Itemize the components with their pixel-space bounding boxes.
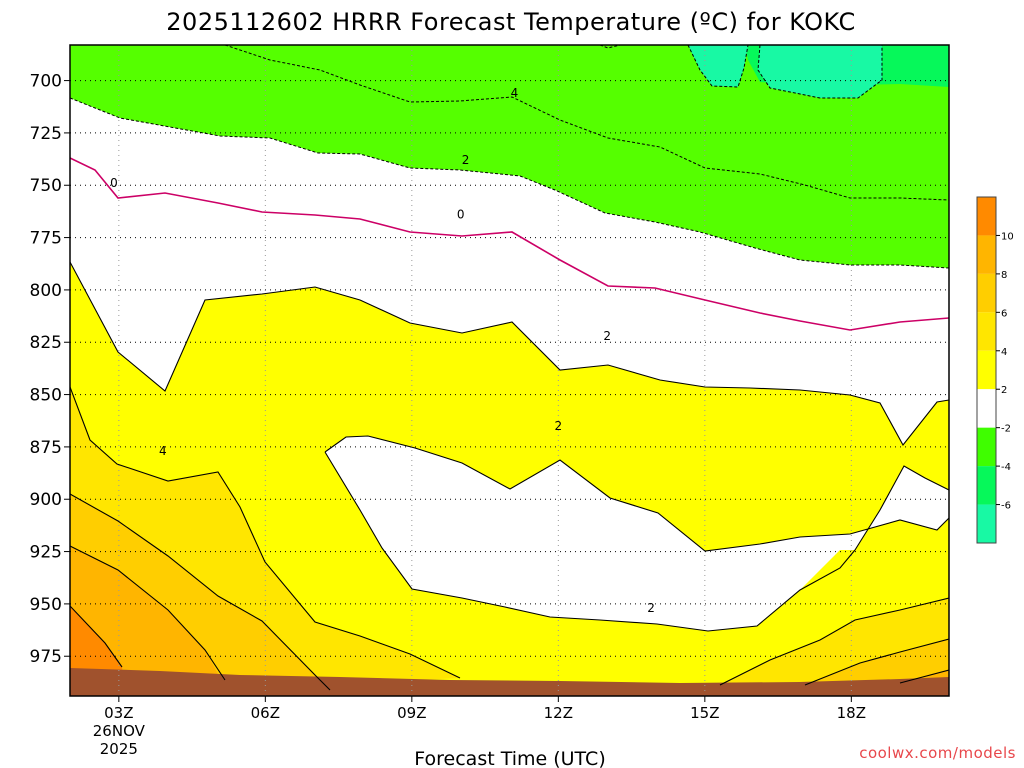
colorbar-swatch	[977, 504, 996, 543]
contour-label: 4	[159, 444, 167, 458]
colorbar-swatch	[977, 350, 996, 390]
colorbar-label: 4	[1001, 347, 1007, 358]
y-tick-label: 975	[30, 647, 62, 667]
colorbar-label: 8	[1001, 270, 1007, 281]
contour-minus8	[599, 45, 621, 49]
colorbar-swatch	[977, 427, 996, 467]
colorbar-label: -2	[1001, 424, 1011, 435]
contour-label: 2	[555, 419, 563, 433]
contour-2-upper	[70, 261, 949, 446]
contour-4	[70, 386, 949, 686]
contour-minus4	[70, 97, 949, 269]
band-cold-pocket-0-2	[325, 436, 949, 631]
colorbar-frame	[976, 196, 997, 544]
colorbar: 10 8 6 4 2 -2 -4 -6	[976, 196, 1014, 544]
contour-label: 2	[462, 153, 470, 167]
x-date-label: 26NOV	[93, 722, 146, 740]
colorbar-label: 2	[1001, 385, 1007, 396]
contour-10	[70, 605, 123, 668]
plot-frame	[69, 44, 950, 697]
contour-minus6	[687, 45, 883, 99]
x-tick-label: 12Z	[544, 704, 573, 722]
contour-label: 2	[647, 601, 655, 615]
colorbar-label: 10	[1001, 231, 1014, 242]
colorbar-swatch	[977, 466, 996, 505]
colorbar-swatch	[977, 197, 996, 236]
contour-label: 4	[511, 86, 519, 100]
y-tick-label: 725	[30, 124, 62, 144]
contour-labels: 4 2 0 0 2 2 4 2	[110, 86, 655, 615]
contour-2-pocket	[324, 435, 949, 632]
x-tick-label: 06Z	[251, 704, 280, 722]
chart-title: 2025112602 HRRR Forecast Temperature (ºC…	[166, 8, 855, 36]
colorbar-swatch	[977, 312, 996, 351]
y-tick-label: 700	[30, 72, 62, 92]
x-tick-label: 03Z	[104, 704, 133, 722]
y-tick-label: 750	[30, 176, 62, 196]
y-tick-label: 925	[30, 543, 62, 563]
colorbar-label: -6	[1001, 501, 1011, 512]
contour-8	[70, 545, 949, 684]
y-tick-label: 825	[30, 333, 62, 353]
band-4-to-6	[70, 387, 949, 696]
y-tick-label: 800	[30, 281, 62, 301]
contour-label: 2	[603, 329, 611, 343]
colorbar-label: 6	[1001, 308, 1007, 319]
grid-lines	[70, 45, 949, 696]
y-tick-label: 875	[30, 438, 62, 458]
contour-label: 0	[457, 208, 465, 222]
x-tick-label: 15Z	[690, 704, 719, 722]
y-axis: 700 725 750 775 800 825 850 875 900 925 950 975	[30, 72, 70, 667]
colorbar-swatch	[977, 273, 996, 313]
colorbar-swatch	[977, 235, 996, 274]
x-tick-label: 18Z	[837, 704, 866, 722]
x-tick-label: 09Z	[397, 704, 426, 722]
band-minus6-to-minus8	[688, 45, 882, 98]
credit-link[interactable]: coolwx.com/models	[859, 744, 1016, 762]
x-axis-title: Forecast Time (UTC)	[414, 748, 605, 768]
ground-surface	[70, 668, 949, 696]
contour-zero	[70, 157, 949, 331]
colorbar-swatch	[977, 389, 996, 428]
y-tick-label: 950	[30, 595, 62, 615]
y-tick-label: 900	[30, 490, 62, 510]
contour-label: 0	[110, 176, 118, 190]
band-minus2-to-minus4	[70, 45, 949, 268]
contour-6	[70, 493, 949, 691]
plot-area: 4 2 0 0 2 2 4 2	[69, 44, 950, 697]
y-tick-label: 850	[30, 386, 62, 406]
x-year-label: 2025	[100, 740, 138, 758]
colorbar-label: -4	[1001, 462, 1011, 473]
y-tick-label: 775	[30, 229, 62, 249]
